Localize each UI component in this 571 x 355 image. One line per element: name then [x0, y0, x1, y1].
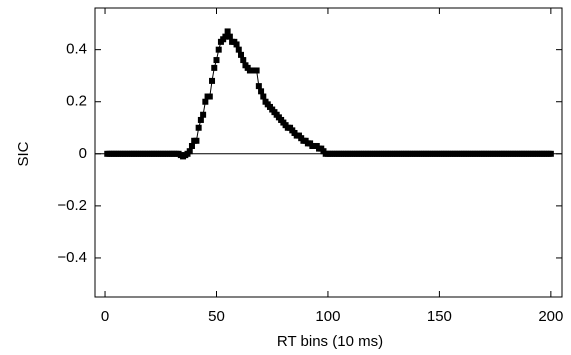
- data-point: [213, 57, 220, 64]
- data-point: [226, 33, 233, 40]
- y-tick-label: −0.4: [57, 249, 87, 266]
- data-point: [195, 124, 202, 131]
- data-point: [200, 111, 207, 118]
- y-axis-label: SIC: [15, 141, 32, 166]
- data-point: [188, 142, 195, 149]
- x-tick-label: 100: [315, 308, 340, 325]
- data-point: [255, 83, 262, 90]
- y-tick-label: 0.4: [66, 41, 87, 58]
- data-point: [222, 33, 229, 40]
- data-point: [193, 137, 200, 144]
- y-tick-label: 0: [79, 145, 87, 162]
- data-point: [260, 93, 267, 100]
- data-point: [211, 64, 218, 71]
- x-axis-label: RT bins (10 ms): [277, 333, 383, 350]
- data-point: [206, 93, 213, 100]
- data-point: [209, 77, 216, 84]
- data-point: [235, 46, 242, 53]
- data-point: [186, 148, 193, 155]
- data-point: [238, 51, 245, 58]
- data-point: [253, 67, 260, 74]
- data-point: [240, 57, 247, 64]
- x-tick-label: 50: [208, 308, 225, 325]
- data-point: [547, 150, 554, 157]
- plot-frame: [94, 7, 563, 298]
- data-point: [224, 28, 231, 35]
- x-tick-label: 150: [427, 308, 452, 325]
- data-point: [202, 98, 209, 105]
- x-tick-label: 0: [101, 308, 109, 325]
- data-point: [258, 88, 265, 95]
- series-line: [107, 30, 551, 157]
- y-tick-label: 0.2: [66, 93, 87, 110]
- data-point: [233, 41, 240, 48]
- data-point: [197, 116, 204, 123]
- x-tick-label: 200: [538, 308, 563, 325]
- y-tick-label: −0.2: [57, 197, 87, 214]
- data-point: [215, 46, 222, 53]
